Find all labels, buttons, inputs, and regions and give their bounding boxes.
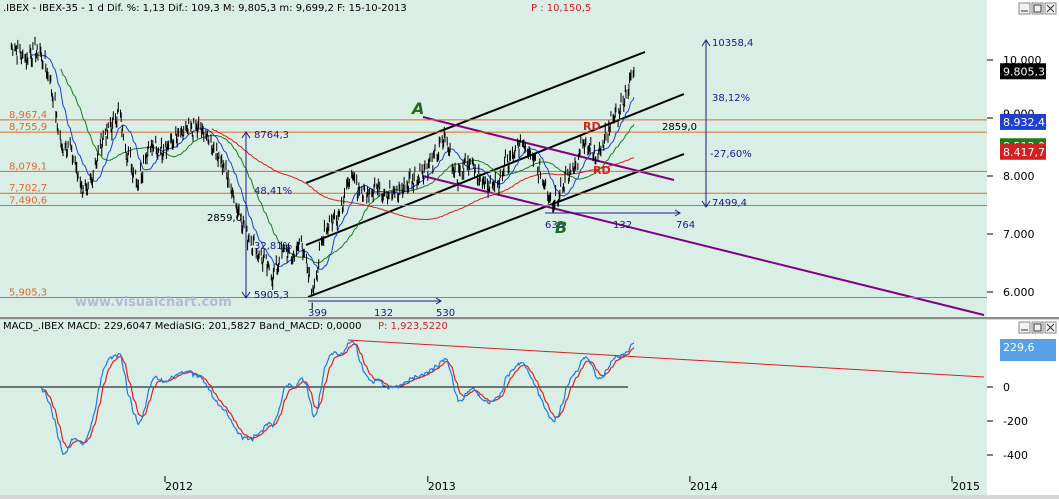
macd-maximize-button[interactable] <box>1031 321 1044 334</box>
annotation-n530: 530 <box>436 308 455 319</box>
annotation-pct-3812: 38,12% <box>712 93 750 104</box>
watermark: www.visualchart.com <box>75 295 232 310</box>
main-p-value: P : 10,150,5 <box>531 3 591 14</box>
time-tick-label: 2013 <box>428 480 456 493</box>
price-label-2: 8.932,4 <box>1003 116 1045 129</box>
price-label-box-2 <box>1000 113 1046 130</box>
macd-minimize-button[interactable] <box>1018 321 1031 334</box>
macd-trend-line <box>347 339 985 378</box>
macd-plot <box>0 339 985 456</box>
main-title: .IBEX - IBEX-35 - 1 d Dif. %: 1,13 Dif.:… <box>3 3 407 14</box>
price-tick-label: 7.000 <box>1003 228 1035 241</box>
annotation-val-7499: 7499,4 <box>712 198 747 209</box>
macd-tick-label: -200 <box>1003 415 1028 428</box>
channel-middle-line <box>305 93 685 246</box>
time-axis[interactable] <box>0 476 987 495</box>
measure-arrows-left <box>241 131 251 299</box>
hline-label-4: 7,490,6 <box>9 196 47 207</box>
hline-label-2: 8,079,1 <box>9 161 47 172</box>
macd-current-label: 229,6 <box>1003 341 1035 354</box>
hline-label-3: 7,702,7 <box>9 183 47 194</box>
annotation-n638: 638 <box>545 220 564 231</box>
hline-label-0: 8,967,4 <box>9 110 47 121</box>
purple-trend-line-b <box>422 175 985 316</box>
macd-panel[interactable] <box>0 320 987 476</box>
price-bars <box>10 36 635 309</box>
channel-upper-line <box>305 51 646 184</box>
rd-label-1: RD <box>583 120 601 133</box>
price-label-4: 8.417,7 <box>1003 146 1045 159</box>
window-controls-macd <box>1018 321 1057 334</box>
measure-arrow-h-right <box>674 209 681 217</box>
time-tick-label: 2014 <box>690 480 718 493</box>
axis-corner <box>987 476 1059 495</box>
annotation-n764: 764 <box>676 220 695 231</box>
macd-p-value: P: 1,923,5220 <box>378 321 448 332</box>
macd-current-box <box>1000 339 1056 361</box>
price-plot: 8,967,48,755,9 8,079,1 7,702,7 7,490,6 5,905… <box>0 36 987 319</box>
annotation-n132a: 132 <box>374 308 393 319</box>
measure-arrows-right <box>701 39 711 208</box>
price-label-0: 9.805,3 <box>1003 65 1045 78</box>
annotation-val-2859b: 2859,0 <box>662 122 697 133</box>
maximize-icon <box>1033 4 1042 13</box>
window-controls-top <box>1018 2 1057 15</box>
annotation-val-8764: 8764,3 <box>254 130 289 141</box>
annotation-pct-4841: 48,41% <box>254 186 292 197</box>
axes: 10.0009.0008.0007.0006.0009.805,39.0008.… <box>164 54 1056 493</box>
annotation-pct-2760: -27,60% <box>710 149 752 160</box>
close-icon <box>1046 4 1055 13</box>
rd-label-2: RD <box>593 164 611 177</box>
annotation-pct-3281: 32,81% <box>254 241 292 252</box>
close-icon <box>1046 323 1055 332</box>
channel-lower-line <box>307 153 685 298</box>
purple-trend-line-a <box>422 116 675 181</box>
time-tick-label: 2015 <box>952 480 980 493</box>
hline-label-1: 8,755,9 <box>9 122 47 133</box>
macd-tick-label: -400 <box>1003 449 1028 462</box>
price-label-box-0 <box>1000 63 1046 80</box>
maximize-button[interactable] <box>1031 2 1044 15</box>
point-label-b: B <box>555 218 567 237</box>
measure-arrow-h-left <box>435 297 442 305</box>
price-label-box-4 <box>1000 143 1046 160</box>
ma-red-line <box>211 128 635 221</box>
price-panel[interactable] <box>0 0 987 317</box>
maximize-icon <box>1033 323 1042 332</box>
annotation-val-2859a: 2859,0 <box>207 213 242 224</box>
point-label-a: A <box>410 99 424 118</box>
hline-label-5: 5,905,3 <box>9 287 47 298</box>
annotation-val-10358: 10358,4 <box>712 38 753 49</box>
macd-line <box>40 340 635 456</box>
annotation-val-5905: 5905,3 <box>254 290 289 301</box>
macd-tick-label: 0 <box>1003 381 1010 394</box>
ma-blue-line <box>30 53 635 270</box>
macd-signal-line <box>41 343 635 449</box>
minimize-button[interactable] <box>1018 2 1031 15</box>
annotation-n399: 399 <box>308 308 327 319</box>
price-tick-label: 8.000 <box>1003 170 1035 183</box>
annotation-n132b: 132 <box>613 220 632 231</box>
macd-title: MACD_.IBEX MACD: 229,6047 MediaSIG: 201,… <box>3 321 361 332</box>
price-tick-label: 6.000 <box>1003 286 1035 299</box>
time-tick-label: 2012 <box>165 480 193 493</box>
